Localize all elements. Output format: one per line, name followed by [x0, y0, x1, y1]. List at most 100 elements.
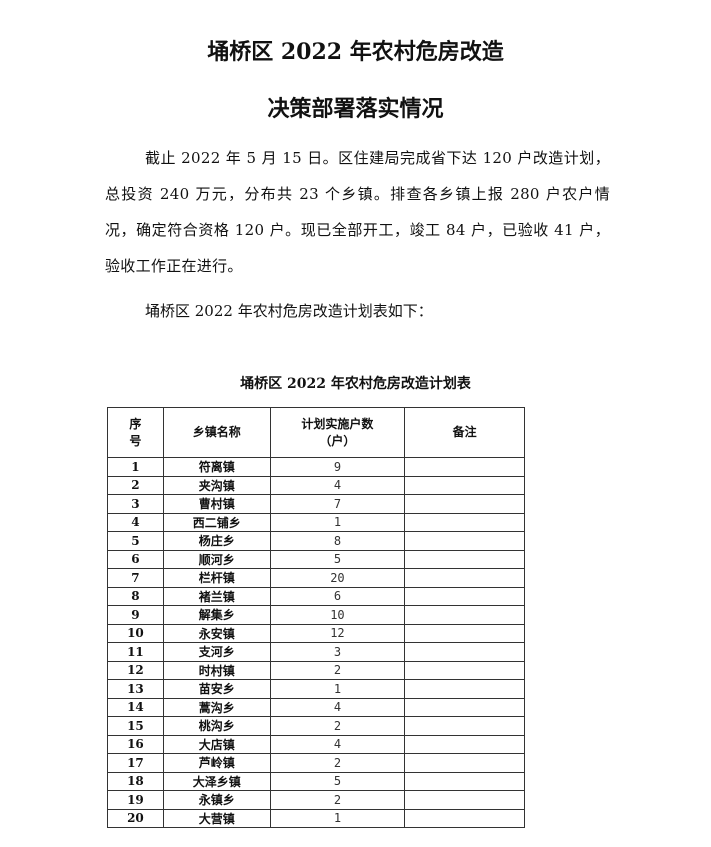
table-row: 8 褚兰镇 6	[107, 586, 525, 606]
table-row: 16 大店镇 4	[107, 734, 525, 754]
table-row: 17 芦岭镇 2	[107, 753, 525, 773]
town-name: 杨庄乡	[162, 531, 271, 551]
table-caption: 埇桥区 2022 年农村危房改造计划表	[240, 376, 471, 392]
household-count: 5	[269, 771, 406, 791]
notes	[404, 475, 525, 495]
row-index: 10	[107, 623, 164, 643]
table-row: 11 支河乡 3	[107, 642, 525, 662]
notes	[404, 660, 525, 680]
doc-title-line2: 决策部署落实情况	[267, 96, 444, 122]
header-notes: 备注	[404, 407, 525, 458]
town-name: 大泽乡镇	[162, 771, 271, 791]
town-name: 大店镇	[162, 734, 271, 754]
body-paragraph-2: 埇桥区 2022 年农村危房改造计划表如下：	[145, 302, 433, 320]
row-index: 5	[107, 531, 164, 551]
row-index: 12	[107, 660, 164, 680]
notes	[404, 494, 525, 514]
row-index: 11	[107, 642, 164, 662]
body-paragraph: 截止 2022 年 5 月 15 日。区住建局完成省下达 120 户改造计划，总…	[105, 149, 610, 275]
town-name: 大营镇	[162, 808, 271, 828]
doc-title-line1: 埇桥区 2022 年农村危房改造	[207, 39, 504, 65]
row-index: 3	[107, 494, 164, 514]
town-name: 芦岭镇	[162, 753, 271, 773]
row-index: 18	[107, 771, 164, 791]
town-name: 曹村镇	[162, 494, 271, 514]
household-count: 7	[269, 494, 406, 514]
notes	[404, 697, 525, 717]
table-row: 14 蒿沟乡 4	[107, 697, 525, 717]
household-count: 9	[269, 457, 406, 477]
town-name: 西二铺乡	[162, 512, 271, 532]
notes	[404, 790, 525, 810]
household-count: 10	[269, 605, 406, 625]
town-name: 夹沟镇	[162, 475, 271, 495]
table-row: 5 杨庄乡 8	[107, 531, 525, 551]
row-index: 9	[107, 605, 164, 625]
row-index: 17	[107, 753, 164, 773]
household-count: 3	[269, 642, 406, 662]
row-index: 4	[107, 512, 164, 532]
notes	[404, 753, 525, 773]
household-count: 4	[269, 697, 406, 717]
household-count: 4	[269, 475, 406, 495]
table-row: 15 桃沟乡 2	[107, 716, 525, 736]
row-index: 7	[107, 568, 164, 588]
notes	[404, 512, 525, 532]
town-name: 桃沟乡	[162, 716, 271, 736]
header-index: 序号	[107, 407, 164, 458]
plan-table: 序号 乡镇名称 计划实施户数（户） 备注 1 符离镇 9 2 夹沟镇 4 3 曹村镇 7 4 西二铺…	[107, 407, 525, 828]
town-name: 永镇乡	[162, 790, 271, 810]
household-count: 20	[269, 568, 406, 588]
row-index: 6	[107, 549, 164, 569]
household-count: 1	[269, 679, 406, 699]
row-index: 13	[107, 679, 164, 699]
household-count: 1	[269, 808, 406, 828]
notes	[404, 457, 525, 477]
table-row: 4 西二铺乡 1	[107, 512, 525, 532]
town-name: 顺河乡	[162, 549, 271, 569]
town-name: 苗安乡	[162, 679, 271, 699]
header-town: 乡镇名称	[162, 407, 271, 458]
notes	[404, 716, 525, 736]
notes	[404, 679, 525, 699]
table-row: 6 顺河乡 5	[107, 549, 525, 569]
row-index: 14	[107, 697, 164, 717]
notes	[404, 549, 525, 569]
household-count: 2	[269, 790, 406, 810]
table-row: 13 苗安乡 1	[107, 679, 525, 699]
row-index: 19	[107, 790, 164, 810]
household-count: 8	[269, 531, 406, 551]
household-count: 12	[269, 623, 406, 643]
household-count: 5	[269, 549, 406, 569]
table-row: 20 大营镇 1	[107, 808, 525, 828]
town-name: 永安镇	[162, 623, 271, 643]
household-count: 2	[269, 753, 406, 773]
household-count: 2	[269, 660, 406, 680]
town-name: 解集乡	[162, 605, 271, 625]
town-name: 褚兰镇	[162, 586, 271, 606]
notes	[404, 531, 525, 551]
row-index: 2	[107, 475, 164, 495]
town-name: 符离镇	[162, 457, 271, 477]
notes	[404, 642, 525, 662]
household-count: 2	[269, 716, 406, 736]
household-count: 1	[269, 512, 406, 532]
town-name: 支河乡	[162, 642, 271, 662]
town-name: 蒿沟乡	[162, 697, 271, 717]
row-index: 20	[107, 808, 164, 828]
table-row: 12 时村镇 2	[107, 660, 525, 680]
row-index: 1	[107, 457, 164, 477]
row-index: 16	[107, 734, 164, 754]
notes	[404, 734, 525, 754]
table-row: 19 永镇乡 2	[107, 790, 525, 810]
table-row: 9 解集乡 10	[107, 605, 525, 625]
row-index: 15	[107, 716, 164, 736]
table-row: 2 夹沟镇 4	[107, 475, 525, 495]
notes	[404, 586, 525, 606]
notes	[404, 808, 525, 828]
household-count: 4	[269, 734, 406, 754]
table-row: 1 符离镇 9	[107, 457, 525, 477]
notes	[404, 605, 525, 625]
town-name: 栏杆镇	[162, 568, 271, 588]
town-name: 时村镇	[162, 660, 271, 680]
